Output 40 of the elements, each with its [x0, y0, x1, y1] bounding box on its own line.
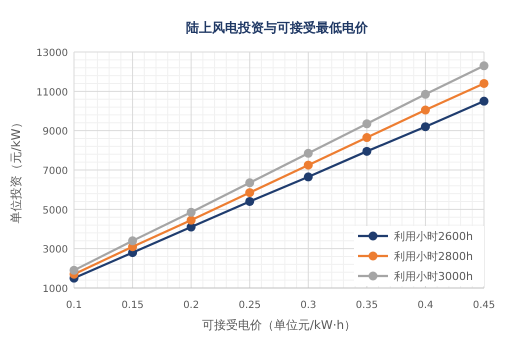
- point: [362, 146, 372, 156]
- y-tick-label: 11000: [36, 87, 68, 98]
- point: [420, 122, 430, 132]
- chart-title: 陆上风电投资与可接受最低电价: [186, 20, 369, 36]
- y-tick-label: 5000: [42, 205, 68, 216]
- x-tick-label: 0.2: [183, 300, 200, 311]
- point: [362, 133, 372, 142]
- point: [304, 160, 313, 170]
- point: [128, 236, 138, 246]
- x-tick-label: 0.3: [300, 300, 316, 311]
- x-tick-label: 0.15: [121, 300, 144, 311]
- x-tick-label: 0.35: [356, 300, 378, 311]
- point: [480, 61, 488, 70]
- point: [245, 196, 254, 206]
- y-axis-title: 单位投资（元/kW）: [9, 116, 23, 224]
- x-tick-label: 0.45: [472, 300, 496, 311]
- point: [186, 208, 196, 217]
- x-tick-label: 0.1: [66, 300, 82, 311]
- point: [420, 90, 430, 99]
- point: [245, 188, 254, 198]
- x-tick-label: 0.25: [238, 300, 261, 311]
- point: [304, 172, 313, 182]
- point: [480, 78, 488, 88]
- point: [304, 148, 313, 158]
- y-tick-label: 1000: [42, 284, 68, 295]
- y-tick-label: 7000: [42, 166, 68, 177]
- legend-label: 利用小时2600h: [394, 230, 473, 243]
- y-tick-label: 13000: [36, 48, 68, 59]
- x-axis-title: 可接受电价（单位元/kW·h）: [202, 318, 356, 332]
- point: [70, 266, 78, 275]
- legend-label: 利用小时3000h: [394, 270, 473, 283]
- point: [420, 106, 430, 115]
- point: [245, 178, 254, 188]
- legend-label: 利用小时2800h: [394, 250, 473, 263]
- point: [480, 96, 488, 106]
- y-tick-label: 9000: [42, 126, 68, 138]
- point: [362, 119, 372, 128]
- x-tick-label: 0.4: [417, 300, 434, 311]
- point: [186, 216, 196, 225]
- y-tick-label: 3000: [42, 244, 68, 256]
